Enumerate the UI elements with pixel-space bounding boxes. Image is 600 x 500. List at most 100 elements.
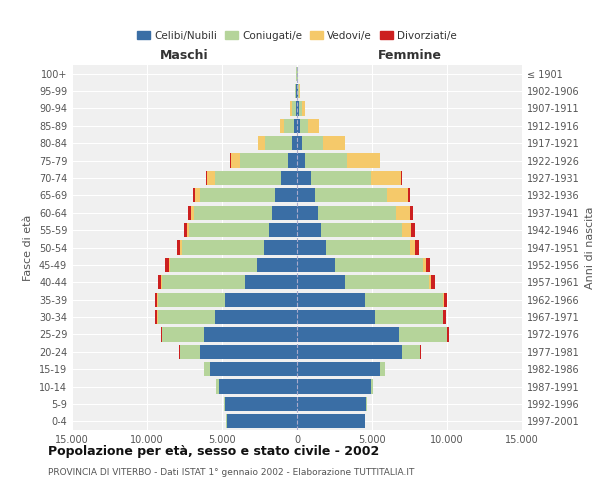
Bar — [158, 275, 161, 289]
Bar — [299, 102, 302, 116]
Bar — [380, 362, 385, 376]
Bar — [157, 292, 225, 307]
Bar — [162, 328, 204, 342]
Bar — [335, 258, 423, 272]
Bar — [297, 223, 321, 237]
Bar — [155, 310, 157, 324]
Bar — [297, 171, 311, 185]
Bar — [182, 240, 264, 254]
Bar — [219, 380, 297, 394]
Bar — [269, 223, 297, 237]
Bar — [240, 154, 288, 168]
Bar — [321, 223, 402, 237]
Text: Popolazione per età, sesso e stato civile - 2002: Popolazione per età, sesso e stato civil… — [48, 445, 379, 458]
Bar — [302, 136, 323, 150]
Bar — [297, 206, 318, 220]
Bar — [297, 275, 345, 289]
Bar — [284, 118, 294, 133]
Bar — [280, 118, 284, 133]
Bar — [170, 258, 257, 272]
Bar — [448, 328, 449, 342]
Bar — [281, 171, 297, 185]
Bar — [345, 275, 429, 289]
Bar — [225, 397, 297, 411]
Bar — [288, 154, 297, 168]
Bar — [396, 206, 409, 220]
Bar — [296, 102, 297, 116]
Bar — [215, 171, 281, 185]
Y-axis label: Anni di nascita: Anni di nascita — [585, 206, 595, 289]
Bar — [264, 240, 297, 254]
Bar — [297, 310, 375, 324]
Bar — [216, 380, 219, 394]
Bar — [177, 240, 181, 254]
Bar — [426, 258, 430, 272]
Bar — [302, 102, 305, 116]
Bar — [292, 102, 296, 116]
Bar — [371, 171, 401, 185]
Bar — [161, 275, 162, 289]
Bar — [161, 328, 162, 342]
Bar — [297, 102, 299, 116]
Bar — [206, 171, 207, 185]
Bar — [387, 188, 408, 202]
Bar — [297, 118, 300, 133]
Bar — [297, 154, 305, 168]
Bar — [231, 154, 240, 168]
Bar — [297, 380, 371, 394]
Bar — [155, 292, 157, 307]
Bar — [409, 240, 415, 254]
Bar — [402, 344, 420, 359]
Bar — [207, 171, 215, 185]
Bar — [204, 328, 297, 342]
Bar — [325, 240, 409, 254]
Bar — [429, 275, 431, 289]
Bar — [408, 188, 410, 202]
Bar — [181, 240, 182, 254]
Bar — [271, 206, 297, 220]
Bar — [180, 344, 199, 359]
Bar — [210, 362, 297, 376]
Bar — [295, 84, 296, 98]
Bar — [297, 240, 325, 254]
Bar — [191, 206, 193, 220]
Bar — [415, 240, 419, 254]
Bar — [323, 136, 345, 150]
Bar — [297, 292, 365, 307]
Bar — [401, 171, 402, 185]
Bar — [258, 136, 265, 150]
Bar — [305, 154, 347, 168]
Bar — [299, 84, 300, 98]
Bar — [297, 344, 402, 359]
Bar — [294, 118, 297, 133]
Bar — [399, 328, 447, 342]
Bar — [297, 397, 366, 411]
Bar — [297, 362, 380, 376]
Bar — [195, 188, 200, 202]
Bar — [292, 136, 297, 150]
Bar — [443, 292, 444, 307]
Bar — [315, 188, 387, 202]
Bar — [308, 118, 319, 133]
Bar — [224, 397, 225, 411]
Text: Maschi: Maschi — [160, 48, 209, 62]
Bar — [365, 292, 443, 307]
Bar — [297, 414, 365, 428]
Bar — [443, 310, 446, 324]
Bar — [402, 223, 411, 237]
Bar — [188, 206, 191, 220]
Bar — [199, 344, 297, 359]
Bar — [193, 188, 195, 202]
Bar — [366, 397, 367, 411]
Bar — [318, 206, 396, 220]
Bar — [200, 188, 275, 202]
Bar — [290, 102, 292, 116]
Bar — [257, 258, 297, 272]
Bar — [169, 258, 170, 272]
Bar — [371, 380, 373, 394]
Bar — [375, 310, 443, 324]
Bar — [297, 136, 302, 150]
Bar — [215, 310, 297, 324]
Bar — [431, 275, 435, 289]
Bar — [265, 136, 292, 150]
